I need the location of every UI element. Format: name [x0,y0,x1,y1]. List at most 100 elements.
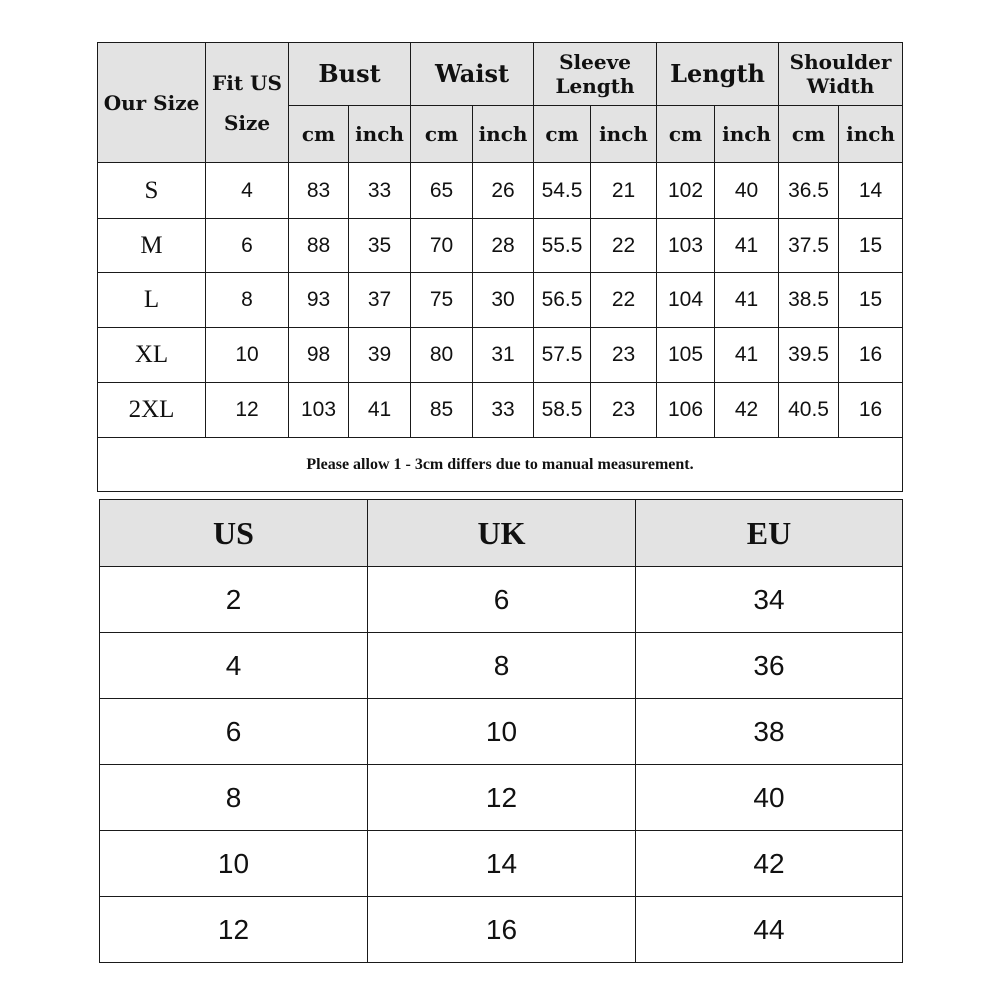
header-bust: Bust [288,42,411,106]
us-size: 10 [99,830,368,897]
size-value: 40 [714,162,780,219]
header-waist: Waist [409,42,535,106]
size-value: 88 [288,218,349,273]
unit-cm: cm [533,105,592,163]
size-row: L 8 93 37 75 30 56.5 22 104 41 38.5 15 [97,272,904,328]
size-value: 14 [838,162,904,219]
size-value: 22 [590,272,658,328]
unit-cm: cm [778,105,840,163]
header-sleeve-length: Sleeve Length [533,42,658,106]
size-value: 35 [348,218,411,273]
size-value: 70 [410,218,473,273]
us-size: 4 [99,632,368,699]
size-label: XL [97,327,206,383]
header-fit-us-size: Fit US Size [205,42,289,163]
size-value: 98 [288,327,349,383]
eu-size: 40 [635,764,903,831]
header-length: Length [656,42,780,106]
size-value: 38.5 [778,272,840,328]
unit-cm: cm [656,105,716,163]
header-shoulder-line2: Width [806,74,875,98]
size-value: 40.5 [778,382,840,438]
size-value: 36.5 [778,162,840,219]
header-fit-us-line2: Size [223,110,271,135]
size-value: 16 [838,327,904,383]
size-value: 30 [471,272,535,328]
size-label: M [97,218,206,273]
size-value: 54.5 [533,162,592,219]
header-row-1: Our Size Fit US Size Bust Waist Sleeve L… [97,42,904,163]
unit-cm: cm [410,105,473,163]
size-value: 12 [205,382,289,438]
header-shoulder-width: Shoulder Width [778,42,904,106]
conversion-row: 6 10 38 [99,698,903,765]
header-sleeve-line1: Sleeve [559,50,631,74]
unit-inch: inch [590,105,658,163]
size-value: 75 [410,272,473,328]
size-value: 103 [288,382,349,438]
header-eu: EU [635,499,903,567]
size-value: 55.5 [533,218,592,273]
size-value: 102 [656,162,716,219]
eu-size: 44 [635,896,903,963]
size-value: 41 [714,272,780,328]
size-value: 65 [410,162,473,219]
size-value: 21 [590,162,658,219]
size-value: 26 [471,162,535,219]
header-row-units: cm inch cm inch cm inch cm inch cm inch [98,105,904,163]
size-value: 57.5 [533,327,592,383]
size-value: 10 [205,327,289,383]
size-value: 22 [590,218,658,273]
size-measurement-table: Our Size Fit US Size Bust Waist Sleeve L… [96,42,904,492]
size-value: 31 [471,327,535,383]
us-size: 12 [99,896,368,963]
header-uk: UK [367,499,636,567]
size-row: XL 10 98 39 80 31 57.5 23 105 41 39.5 16 [97,327,904,383]
us-size: 6 [99,698,368,765]
size-conversion-table: US UK EU 2 6 34 4 8 36 6 10 38 8 12 40 10 14 42 12 16 44 [99,499,903,963]
size-value: 39 [348,327,411,383]
size-value: 23 [590,382,658,438]
header-fit-us-line1: Fit US [212,70,282,95]
uk-size: 10 [367,698,636,765]
size-row: 2XL 12 103 41 85 33 58.5 23 106 42 40.5 16 [97,382,904,438]
conversion-row: 10 14 42 [99,830,903,897]
size-row: S 4 83 33 65 26 54.5 21 102 40 36.5 14 [97,162,904,219]
uk-size: 12 [367,764,636,831]
size-value: 80 [410,327,473,383]
eu-size: 42 [635,830,903,897]
uk-size: 6 [367,566,636,633]
size-label: L [97,272,206,328]
unit-inch: inch [838,105,904,163]
unit-inch: inch [471,105,535,163]
size-value: 23 [590,327,658,383]
conversion-row: 8 12 40 [99,764,903,831]
size-value: 85 [410,382,473,438]
conversion-header-row: US UK EU [99,499,903,567]
size-value: 103 [656,218,716,273]
size-value: 28 [471,218,535,273]
size-value: 83 [288,162,349,219]
unit-inch: inch [714,105,780,163]
size-value: 58.5 [533,382,592,438]
measurement-note: Please allow 1 - 3cm differs due to manu… [96,437,904,492]
eu-size: 36 [635,632,903,699]
us-size: 2 [99,566,368,633]
size-value: 93 [288,272,349,328]
size-value: 56.5 [533,272,592,328]
size-value: 37.5 [778,218,840,273]
size-label: 2XL [97,382,206,438]
uk-size: 14 [367,830,636,897]
header-our-size: Our Size [97,42,206,163]
uk-size: 8 [367,632,636,699]
conversion-row: 4 8 36 [99,632,903,699]
size-value: 8 [205,272,289,328]
size-value: 16 [838,382,904,438]
size-label: S [97,162,206,219]
size-value: 41 [348,382,411,438]
size-value: 41 [714,327,780,383]
size-value: 39.5 [778,327,840,383]
size-value: 37 [348,272,411,328]
size-value: 104 [656,272,716,328]
size-value: 42 [714,382,780,438]
